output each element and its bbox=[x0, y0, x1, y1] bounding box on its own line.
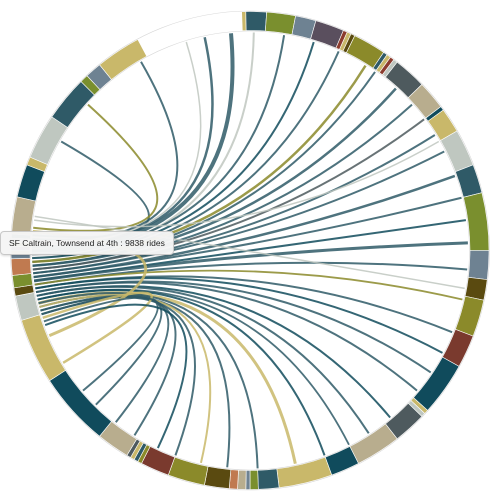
chord-ribbon[interactable] bbox=[33, 150, 445, 275]
chord-ribbon[interactable] bbox=[34, 140, 440, 228]
station-arc[interactable] bbox=[276, 456, 333, 489]
chord-ribbon[interactable] bbox=[32, 118, 425, 271]
chord-ribbon[interactable] bbox=[35, 281, 418, 392]
tooltip-station: SF Caltrain, Townsend at 4th bbox=[9, 238, 118, 248]
chord-ribbons bbox=[31, 32, 468, 469]
chord-ribbon[interactable] bbox=[34, 269, 463, 301]
station-arc[interactable] bbox=[245, 470, 251, 490]
chord-ribbon[interactable] bbox=[32, 64, 367, 264]
station-arc[interactable] bbox=[10, 257, 32, 276]
chord-ribbon[interactable] bbox=[38, 291, 259, 469]
station-arc[interactable] bbox=[241, 11, 247, 31]
chord-ribbon[interactable] bbox=[36, 285, 391, 419]
chord-ribbon[interactable] bbox=[35, 277, 443, 354]
station-arc[interactable] bbox=[237, 469, 247, 490]
chord-ribbon[interactable] bbox=[32, 87, 397, 267]
station-arcs bbox=[10, 10, 490, 491]
chord-ribbon[interactable] bbox=[37, 289, 326, 456]
chord-ribbon[interactable] bbox=[38, 291, 297, 465]
station-arc[interactable] bbox=[468, 250, 490, 280]
station-arc[interactable] bbox=[257, 468, 280, 490]
station-arc[interactable] bbox=[349, 423, 398, 464]
chord-ribbon[interactable] bbox=[39, 294, 212, 464]
station-tooltip: SF Caltrain, Townsend at 4th : 9838 ride… bbox=[0, 231, 174, 255]
chord-ribbon[interactable] bbox=[44, 303, 188, 449]
station-arc[interactable] bbox=[245, 11, 267, 32]
tooltip-rides: 9838 bbox=[125, 238, 145, 248]
chord-ribbon[interactable] bbox=[33, 241, 468, 283]
station-arc[interactable] bbox=[265, 11, 296, 35]
station-arc[interactable] bbox=[204, 466, 232, 489]
chord-ribbon[interactable] bbox=[41, 294, 163, 406]
station-arc[interactable] bbox=[249, 470, 259, 490]
chord-ribbon[interactable] bbox=[36, 285, 370, 434]
chord-ribbon[interactable] bbox=[33, 196, 462, 279]
station-arc[interactable] bbox=[15, 292, 40, 321]
chord-ribbon[interactable] bbox=[33, 103, 159, 232]
tooltip-separator: : bbox=[118, 238, 126, 248]
tooltip-unit: rides bbox=[146, 238, 165, 248]
station-arc[interactable] bbox=[49, 369, 112, 437]
chord-ribbon[interactable] bbox=[34, 215, 465, 290]
chord-ribbon[interactable] bbox=[42, 291, 153, 364]
chord-ribbon[interactable] bbox=[43, 296, 159, 392]
station-arc[interactable] bbox=[10, 254, 31, 260]
station-arc[interactable] bbox=[99, 39, 148, 80]
